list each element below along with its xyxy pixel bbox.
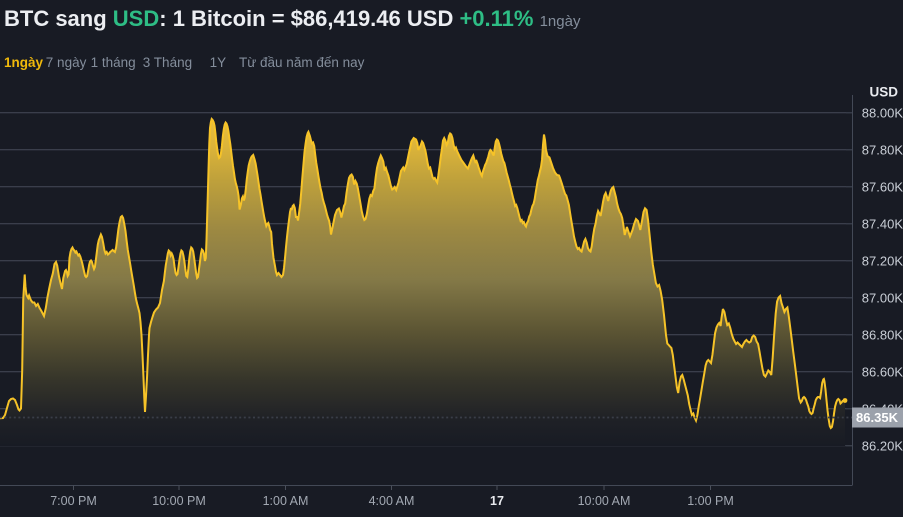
svg-text:7:00 PM: 7:00 PM xyxy=(50,494,97,508)
svg-text:88.00K: 88.00K xyxy=(862,105,903,120)
svg-text:86.20K: 86.20K xyxy=(862,438,903,453)
svg-text:86.60K: 86.60K xyxy=(862,364,903,379)
svg-text:87.20K: 87.20K xyxy=(862,253,903,268)
svg-text:1:00 PM: 1:00 PM xyxy=(687,494,734,508)
svg-text:87.00K: 87.00K xyxy=(862,290,903,305)
svg-text:10:00 PM: 10:00 PM xyxy=(152,494,206,508)
svg-text:10:00 AM: 10:00 AM xyxy=(578,494,631,508)
svg-text:87.40K: 87.40K xyxy=(862,216,903,231)
svg-text:86.80K: 86.80K xyxy=(862,327,903,342)
svg-text:USD: USD xyxy=(869,85,898,100)
svg-text:87.60K: 87.60K xyxy=(862,179,903,194)
svg-text:17: 17 xyxy=(490,494,504,508)
svg-text:86.35K: 86.35K xyxy=(856,410,899,425)
svg-text:87.80K: 87.80K xyxy=(862,142,903,157)
svg-text:4:00 AM: 4:00 AM xyxy=(369,494,415,508)
svg-text:1:00 AM: 1:00 AM xyxy=(263,494,309,508)
